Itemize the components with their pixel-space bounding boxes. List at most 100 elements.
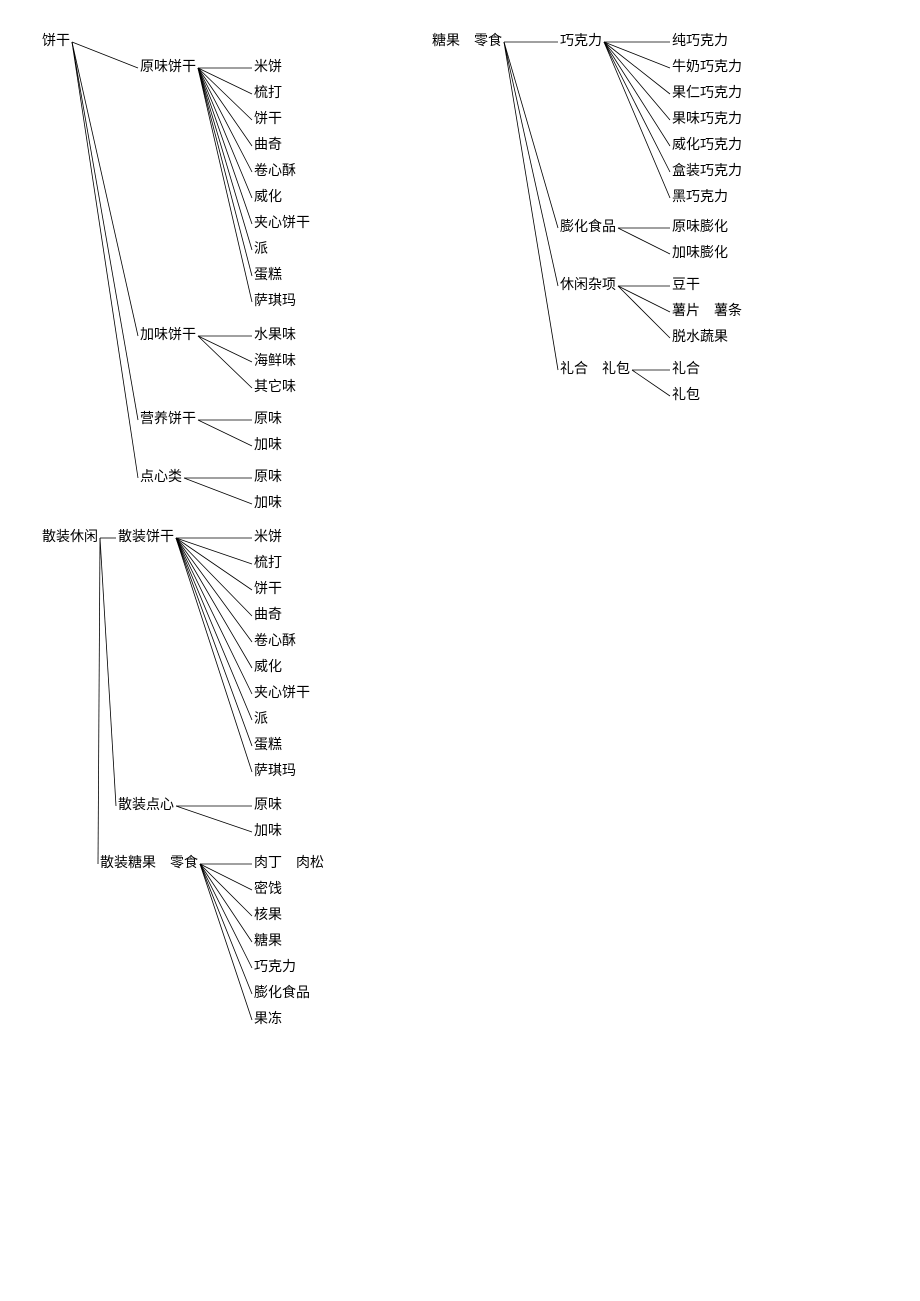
tree-leaf: 饼干 [254, 111, 282, 127]
connector-line [198, 336, 252, 362]
connector-line [176, 538, 252, 616]
connector-line [176, 538, 252, 590]
connector-line [504, 42, 558, 286]
connector-line [176, 538, 252, 642]
connector-line [604, 42, 670, 68]
connector-line [200, 864, 252, 968]
tree-leaf: 卷心酥 [254, 163, 296, 179]
tree-leaf: 梳打 [254, 554, 282, 571]
tree-leaf: 原味膨化 [672, 218, 728, 235]
connector-line [198, 420, 252, 446]
tree-leaf: 米饼 [254, 59, 282, 75]
connector-line [200, 864, 252, 1020]
tree-leaf: 豆干 [672, 278, 700, 293]
tree-leaf: 加味 [254, 437, 282, 453]
tree-leaf: 卷心酥 [254, 633, 296, 649]
connector-line [100, 538, 116, 806]
tree-leaf: 密饯 [254, 880, 282, 897]
tree-leaf: 夹心饼干 [254, 685, 310, 701]
connector-line [504, 42, 558, 370]
tree-leaf: 核果 [254, 907, 282, 923]
connector-line [198, 68, 252, 250]
connector-line [200, 864, 252, 942]
tree-leaf: 膨化食品 [254, 984, 310, 1001]
tree-branch: 巧克力 [560, 33, 602, 49]
tree-leaf: 巧克力 [254, 959, 296, 975]
connector-line [198, 68, 252, 198]
tree-root: 糖果 零食 [432, 32, 502, 49]
tree-leaf: 原味 [254, 411, 282, 427]
tree-branch: 散装糖果 零食 [100, 854, 198, 871]
tree-leaf: 派 [254, 242, 268, 257]
tree-leaf: 盒装巧克力 [672, 162, 742, 179]
connector-line [72, 42, 138, 68]
tree-leaf: 海鲜味 [254, 353, 296, 369]
connector-line [176, 538, 252, 746]
tree-leaf: 礼合 [672, 361, 700, 377]
tree-leaf: 曲奇 [254, 136, 282, 153]
connector-line [72, 42, 138, 336]
connector-line [198, 68, 252, 172]
tree-leaf: 果冻 [254, 1010, 282, 1027]
tree-leaf: 原味 [254, 469, 282, 485]
tree-branch: 加味饼干 [140, 327, 196, 343]
tree-leaf: 饼干 [254, 581, 282, 597]
tree-branch: 休闲杂项 [560, 277, 616, 293]
connector-line [604, 42, 670, 198]
tree-leaf: 威化 [254, 189, 282, 205]
tree-leaf: 肉丁 肉松 [254, 855, 324, 871]
tree-leaf: 威化巧克力 [672, 137, 742, 153]
tree-leaf: 礼包 [672, 387, 700, 403]
connector-line [72, 42, 138, 478]
connector-line [176, 538, 252, 772]
tree-leaf: 果味巧克力 [672, 111, 742, 127]
tree-branch: 营养饼干 [140, 411, 196, 427]
connector-line [604, 42, 670, 120]
tree-leaf: 派 [254, 712, 268, 727]
connector-line [604, 42, 670, 94]
tree-leaf: 脱水蔬果 [672, 329, 728, 345]
tree-leaf: 米饼 [254, 529, 282, 545]
connector-line [604, 42, 670, 146]
tree-leaf: 萨琪玛 [254, 763, 296, 779]
connector-line [176, 538, 252, 564]
tree-leaf: 威化 [254, 659, 282, 675]
connector-line [632, 370, 670, 396]
connector-line [200, 864, 252, 916]
tree-root: 饼干 [42, 33, 70, 49]
tree-leaf: 其它味 [254, 378, 296, 395]
connector-line [198, 68, 252, 146]
tree-branch: 礼合 礼包 [560, 361, 630, 377]
tree-branch: 散装点心 [118, 797, 174, 813]
tree-leaf: 原味 [254, 797, 282, 813]
connector-line [604, 42, 670, 172]
tree-leaf: 萨琪玛 [254, 293, 296, 309]
tree-leaf: 蛋糕 [254, 267, 282, 283]
connector-line [618, 228, 670, 254]
tree-leaf: 加味 [254, 495, 282, 511]
tree-leaf: 加味 [254, 823, 282, 839]
connector-line [184, 478, 252, 504]
connector-line [504, 42, 558, 228]
connector-line [198, 68, 252, 224]
tree-branch: 点心类 [140, 469, 182, 485]
connector-line [176, 806, 252, 832]
tree-branch: 膨化食品 [560, 218, 616, 235]
connector-line [176, 538, 252, 694]
connector-line [98, 538, 100, 864]
connector-line [200, 864, 252, 890]
tree-leaf: 牛奶巧克力 [672, 59, 742, 75]
tree-branch: 原味饼干 [140, 59, 196, 75]
connector-line [176, 538, 252, 668]
connector-line [198, 68, 252, 276]
tree-leaf: 糖果 [254, 933, 282, 949]
tree-leaf: 水果味 [254, 327, 296, 343]
category-tree-diagram: 饼干原味饼干米饼梳打饼干曲奇卷心酥威化夹心饼干派蛋糕萨琪玛加味饼干水果味海鲜味其… [0, 0, 920, 1301]
connector-line [176, 538, 252, 720]
tree-branch: 散装饼干 [118, 529, 174, 545]
tree-leaf: 纯巧克力 [672, 33, 728, 49]
connector-line [198, 68, 252, 94]
connector-line [200, 864, 252, 994]
connector-line [72, 42, 138, 420]
tree-leaf: 曲奇 [254, 606, 282, 623]
